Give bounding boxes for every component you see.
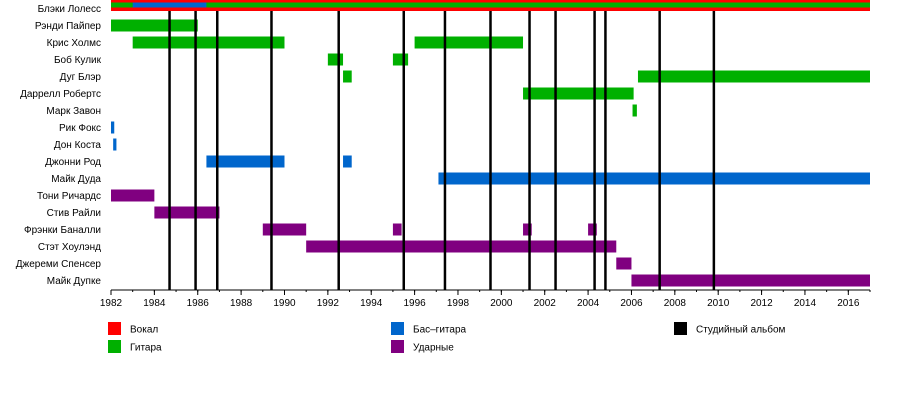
member-name-label: Крис Холмс [47, 38, 101, 49]
member-name-label: Дон Коста [54, 140, 102, 151]
member-name-label: Стив Райли [47, 208, 101, 219]
x-tick-label: 2006 [620, 298, 643, 309]
x-axis: 1982 1984 1986 1988 1990 1992 1994 1996 1998 2000… [100, 289, 871, 309]
bar-drums [154, 206, 220, 219]
x-tick-label: 1996 [403, 298, 426, 309]
x-tick-label: 2004 [577, 298, 600, 309]
x-tick-label: 1982 [100, 298, 123, 309]
member-name-label: Дуг Блэр [60, 72, 102, 83]
bar-guitar [523, 87, 634, 100]
member-name-label: Боб Кулик [54, 54, 102, 66]
legend-label-drums: Ударные [413, 343, 454, 354]
x-tick-label: 2012 [750, 298, 773, 309]
legend-swatch-drums [391, 340, 404, 353]
bar-guitar [111, 19, 198, 32]
x-tick-label: 1988 [230, 298, 253, 309]
bar-guitar [414, 36, 524, 49]
member-names: Блэки Лолесс Рэнди Пайпер Крис Холмс Боб Ку… [16, 4, 102, 287]
legend-label-guitar: Гитара [130, 343, 162, 354]
x-tick-label: 1992 [317, 298, 340, 309]
bar-bass [111, 121, 115, 134]
bar-bass [206, 155, 285, 168]
x-tick-label: 1994 [360, 298, 383, 309]
member-name-label: Стэт Хоулэнд [38, 242, 101, 253]
bar-guitar [343, 70, 352, 83]
member-name-label: Фрэнки Баналли [24, 225, 101, 236]
legend-swatch-bass [391, 322, 404, 335]
member-name-label: Майк Дуда [51, 174, 101, 185]
x-tick-label: 2014 [794, 298, 817, 309]
x-tick-label: 1984 [143, 298, 166, 309]
bar-drums [306, 240, 617, 253]
legend-label-bass: Бас–гитара [413, 325, 467, 336]
legend: Вокал Гитара Бас–гитара Ударные Студийный ал… [108, 322, 786, 354]
bar-bass [343, 155, 352, 168]
x-tick-label: 2010 [707, 298, 730, 309]
bar-guitar [632, 104, 637, 117]
bar-drums [523, 223, 532, 236]
bar-drums [631, 274, 870, 287]
legend-swatch-guitar [108, 340, 121, 353]
legend-label-vocals: Вокал [130, 325, 158, 336]
member-name-label: Марк Завон [46, 106, 101, 117]
member-name-label: Джереми Спенсер [16, 259, 102, 270]
bar-guitar [132, 36, 285, 49]
x-tick-label: 1986 [187, 298, 210, 309]
x-tick-label: 2000 [490, 298, 513, 309]
bar-drums [616, 257, 632, 270]
x-tick-label: 1998 [447, 298, 470, 309]
bar-bass [438, 172, 870, 185]
x-tick-label: 2002 [534, 298, 557, 309]
member-name-label: Рэнди Пайпер [35, 21, 102, 32]
bar-guitar [327, 53, 344, 66]
member-name-label: Блэки Лолесс [38, 4, 101, 15]
member-name-label: Тони Ричардс [37, 191, 101, 202]
bar-drums [392, 223, 402, 236]
member-name-label: Джонни Род [45, 157, 101, 168]
bar-guitar [392, 53, 409, 66]
bar-bass [132, 2, 207, 8]
bar-bass [113, 138, 117, 151]
bar-drums [111, 189, 155, 202]
member-bars [111, 0, 870, 287]
member-name-label: Рик Фокс [59, 123, 101, 134]
bar-drums [588, 223, 597, 236]
x-tick-label: 2016 [837, 298, 860, 309]
member-name-label: Даррелл Робертс [20, 88, 101, 100]
legend-swatch-vocals [108, 322, 121, 335]
bar-drums [262, 223, 307, 236]
legend-label-album: Студийный альбом [696, 324, 786, 336]
bar-guitar [111, 2, 870, 8]
bar-guitar [637, 70, 870, 83]
legend-swatch-album [674, 322, 687, 335]
x-tick-label: 1990 [273, 298, 296, 309]
x-tick-label: 2008 [664, 298, 687, 309]
album-lines [168, 11, 716, 290]
member-name-label: Майк Дупке [47, 276, 102, 287]
